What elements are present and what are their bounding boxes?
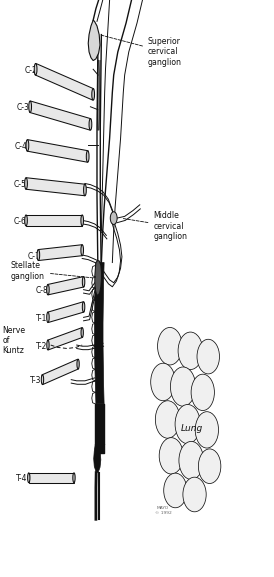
Ellipse shape [81, 328, 83, 338]
Ellipse shape [155, 400, 180, 439]
Polygon shape [35, 63, 94, 100]
Ellipse shape [81, 215, 84, 226]
Text: Stellate
ganglion: Stellate ganglion [11, 261, 93, 281]
Text: Superior
cervical
ganglion: Superior cervical ganglion [102, 35, 182, 67]
Text: Middle
cervical
ganglion: Middle cervical ganglion [123, 211, 187, 241]
Polygon shape [48, 302, 84, 323]
Text: T-1: T-1 [36, 314, 47, 323]
Ellipse shape [82, 276, 85, 287]
Text: C-6: C-6 [14, 217, 27, 226]
Ellipse shape [82, 302, 85, 312]
Ellipse shape [89, 119, 92, 130]
Polygon shape [95, 263, 104, 404]
Ellipse shape [47, 312, 49, 323]
Text: C-8: C-8 [36, 286, 48, 295]
Ellipse shape [164, 473, 187, 508]
Ellipse shape [198, 449, 221, 484]
Ellipse shape [47, 340, 49, 350]
Ellipse shape [28, 473, 30, 482]
Ellipse shape [81, 245, 84, 256]
Text: C-2: C-2 [25, 66, 38, 75]
Polygon shape [95, 261, 101, 295]
Ellipse shape [195, 412, 219, 448]
Text: T-2: T-2 [36, 342, 47, 351]
Polygon shape [29, 473, 74, 482]
Ellipse shape [25, 178, 27, 189]
Polygon shape [26, 215, 82, 226]
Ellipse shape [73, 473, 75, 482]
Ellipse shape [37, 249, 40, 261]
Ellipse shape [84, 184, 86, 196]
Ellipse shape [197, 339, 219, 374]
Text: C-7: C-7 [27, 252, 40, 261]
Text: Lung: Lung [181, 424, 203, 433]
Polygon shape [94, 444, 101, 473]
Polygon shape [42, 359, 79, 384]
Polygon shape [48, 276, 84, 295]
Ellipse shape [77, 359, 79, 369]
Ellipse shape [191, 374, 214, 411]
Polygon shape [48, 328, 82, 350]
Ellipse shape [92, 89, 95, 100]
Ellipse shape [26, 140, 29, 151]
Polygon shape [88, 20, 100, 61]
Ellipse shape [47, 284, 49, 295]
Ellipse shape [170, 367, 196, 406]
Text: Nerve
of
Kuntz: Nerve of Kuntz [3, 325, 26, 355]
Ellipse shape [29, 101, 32, 113]
Text: C-3: C-3 [16, 103, 29, 113]
Text: C-5: C-5 [14, 180, 27, 189]
Ellipse shape [41, 375, 44, 385]
Ellipse shape [179, 441, 204, 479]
Ellipse shape [178, 332, 203, 370]
Polygon shape [26, 178, 85, 196]
Polygon shape [27, 140, 88, 162]
Ellipse shape [86, 151, 89, 162]
Ellipse shape [34, 63, 37, 75]
Polygon shape [38, 245, 82, 260]
Ellipse shape [110, 212, 117, 224]
Ellipse shape [175, 404, 200, 444]
Ellipse shape [151, 364, 175, 400]
Polygon shape [30, 101, 91, 130]
Ellipse shape [158, 328, 182, 365]
Text: MAYO
© 1992: MAYO © 1992 [155, 507, 172, 515]
Text: T-3: T-3 [30, 376, 42, 385]
Text: C-4: C-4 [15, 142, 28, 151]
Ellipse shape [159, 437, 183, 474]
Text: T-4: T-4 [16, 474, 28, 484]
Ellipse shape [183, 477, 206, 512]
Ellipse shape [25, 215, 27, 226]
